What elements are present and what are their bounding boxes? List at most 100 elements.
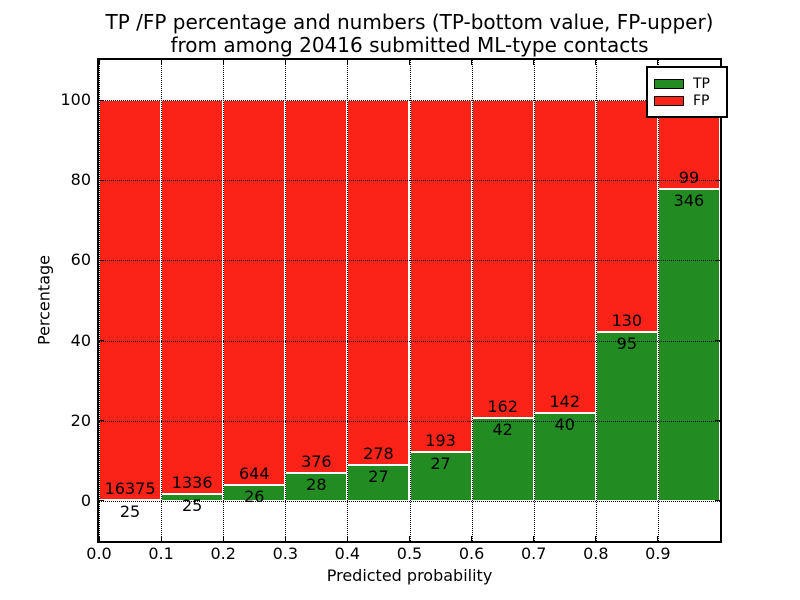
tp-count-label: 95 [616, 333, 638, 353]
fp-count-label: 99 [678, 168, 700, 188]
x-gridline [347, 60, 349, 541]
bar-segment-tp [657, 189, 720, 501]
y-tick-label: 0 [80, 490, 91, 510]
tp-count-label: 42 [492, 420, 513, 440]
legend-label-tp: TP [693, 76, 710, 92]
fp-count-label: 644 [238, 464, 270, 484]
tp-count-label: 27 [430, 453, 451, 473]
x-tickmark [222, 60, 224, 65]
x-gridline [533, 60, 535, 541]
y-tickmark [99, 259, 104, 261]
legend-label-fp: FP [693, 93, 710, 109]
y-tick-label: 100 [60, 90, 91, 110]
x-tick-label: 0.3 [272, 544, 299, 563]
y-tickmark [715, 179, 720, 181]
bar-segment-tp [285, 473, 348, 501]
x-tick-label: 0.2 [210, 544, 236, 563]
y-tickmark [99, 340, 104, 342]
fp-count-label: 142 [549, 391, 581, 411]
fp-swatch-icon [654, 96, 684, 106]
bar-segment-fp [99, 100, 162, 501]
tp-swatch-icon [654, 79, 684, 89]
x-gridline [657, 60, 659, 541]
x-tick-label: 0.0 [86, 544, 112, 563]
x-tickmark [471, 536, 473, 541]
tp-count-label: 40 [554, 414, 575, 434]
bar-segment-tp [409, 451, 472, 501]
x-tickmark [160, 536, 162, 541]
tp-count-label: 28 [306, 475, 327, 495]
fp-count-label: 193 [425, 430, 456, 450]
x-tickmark [346, 536, 348, 541]
bar-segment-fp [595, 100, 658, 332]
fp-count-label: 162 [487, 397, 518, 417]
y-tickmark [99, 179, 104, 181]
x-tickmark [657, 60, 659, 65]
y-tickmark [715, 420, 720, 422]
x-tickmark [595, 60, 597, 65]
y-tick-label: 60 [70, 250, 91, 270]
bar-segment-tp [347, 465, 410, 501]
bar-segment-fp [223, 100, 286, 486]
bar-segment-tp [533, 412, 596, 501]
y-tick-label: 80 [70, 170, 91, 190]
y-tickmark [99, 500, 104, 502]
bar-segment-tp [471, 418, 534, 501]
tp-count-label: 27 [368, 467, 389, 487]
bar-segment-fp [409, 100, 472, 452]
bar-segment-fp [285, 100, 348, 474]
tp-count-label: 25 [181, 495, 203, 515]
plot-area: 16375 25 1336 25 644 26 376 28 278 27 193 27 162 42 14… [97, 58, 722, 543]
fp-count-label: 376 [301, 452, 332, 472]
chart-title: TP /FP percentage and numbers (TP-bottom… [99, 11, 720, 57]
x-tickmark [98, 536, 100, 541]
tp-count-label: 346 [673, 191, 705, 211]
legend-entry-fp: FP [654, 94, 720, 108]
y-tick-label: 40 [70, 330, 91, 350]
y-tickmark [99, 420, 104, 422]
x-tickmark [657, 536, 659, 541]
x-tick-label: 0.7 [520, 544, 547, 563]
legend: TP FP [646, 66, 728, 118]
legend-entry-tp: TP [654, 77, 720, 91]
x-gridline [595, 60, 597, 541]
chart-title-line1: TP /FP percentage and numbers (TP-bottom… [105, 10, 714, 34]
x-tick-label: 0.6 [458, 544, 485, 563]
x-tickmark [533, 536, 535, 541]
x-gridline [409, 60, 411, 541]
fp-count-label: 130 [611, 310, 643, 330]
x-tickmark [222, 536, 224, 541]
tp-count-label: 25 [119, 502, 141, 522]
x-tick-label: 0.9 [645, 544, 671, 563]
x-tickmark [346, 60, 348, 65]
fp-count-label: 1336 [171, 472, 213, 492]
x-tickmark [471, 60, 473, 65]
x-tickmark [98, 60, 100, 65]
y-tickmark [99, 99, 104, 101]
x-tickmark [595, 536, 597, 541]
y-tickmark [715, 340, 720, 342]
x-tickmark [409, 60, 410, 65]
x-tickmark [284, 536, 286, 541]
x-gridline [161, 60, 163, 541]
x-tick-label: 0.8 [583, 544, 609, 563]
chart-title-line2: from among 20416 submitted ML-type conta… [170, 33, 649, 57]
bar-segment-fp [347, 100, 410, 466]
x-tickmark [409, 536, 410, 541]
bar-segment-fp [533, 100, 596, 413]
tp-count-label: 26 [244, 487, 265, 507]
x-tickmark [284, 60, 286, 65]
bar-segment-fp [471, 100, 534, 419]
fp-count-label: 278 [363, 444, 394, 464]
bar-segment-tp [595, 331, 658, 501]
x-tick-label: 0.5 [396, 544, 423, 563]
bar-segment-fp [161, 100, 224, 494]
x-gridline [99, 60, 100, 541]
x-tickmark [533, 60, 535, 65]
x-axis-label: Predicted probability [326, 566, 493, 585]
y-tick-label: 20 [70, 410, 91, 430]
y-tickmark [715, 259, 720, 261]
x-gridline [223, 60, 225, 541]
x-tick-label: 0.4 [334, 544, 361, 563]
